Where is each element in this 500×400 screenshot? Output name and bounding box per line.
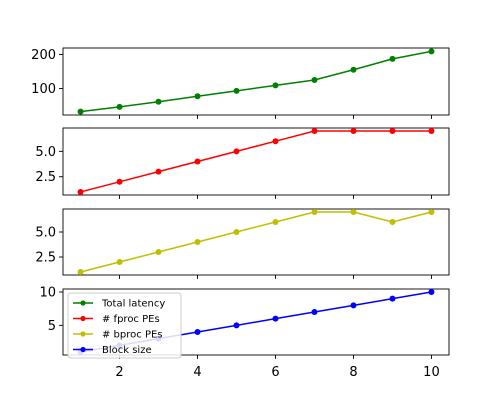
- data-point: [350, 302, 357, 309]
- y-tick-label: 100: [31, 82, 56, 97]
- data-point: [389, 55, 396, 62]
- legend-swatch-marker: [80, 331, 86, 337]
- x-tick-label: 6: [271, 365, 279, 380]
- axes-frame: [62, 127, 450, 196]
- series-line: [80, 130, 432, 193]
- series-line: [80, 211, 432, 273]
- legend-item: # fproc PEs: [73, 314, 160, 325]
- data-point: [194, 329, 201, 335]
- x-tick-label: 10: [423, 365, 440, 380]
- chart-legend: Total latency # fproc PEs # bproc PEs Block…: [67, 292, 182, 359]
- legend-swatch-marker: [80, 346, 86, 353]
- data-point: [194, 93, 201, 100]
- data-point: [311, 128, 318, 135]
- legend-label: Block size: [102, 345, 152, 356]
- legend-item: Block size: [73, 345, 152, 356]
- series-line: [80, 50, 432, 113]
- data-point: [233, 148, 240, 155]
- legend-item: Total latency: [73, 299, 165, 310]
- data-point: [350, 66, 357, 73]
- axes-frame: [62, 208, 450, 276]
- y-tick-label: 5.0: [35, 226, 56, 241]
- data-point: [233, 87, 240, 94]
- data-point: [116, 259, 123, 265]
- data-point: [272, 315, 279, 322]
- data-point: [77, 108, 84, 115]
- data-point: [428, 289, 435, 295]
- legend-label: # bproc PEs: [102, 330, 163, 341]
- data-point: [194, 239, 201, 245]
- data-point: [272, 82, 279, 89]
- axes-frame: [62, 47, 450, 116]
- data-point: [233, 229, 240, 235]
- chart-panels: 100 200 2.5 5.0 2.5 5.0 5 10 2 4 6 8 10: [31, 47, 450, 380]
- data-point: [428, 128, 435, 135]
- y-tick-label: 10: [39, 286, 56, 301]
- data-point: [428, 48, 435, 55]
- data-point: [311, 76, 318, 83]
- data-point: [350, 209, 357, 215]
- data-point: [311, 209, 318, 215]
- panel-2: 2.5 5.0: [35, 127, 450, 199]
- axes-frame: [62, 288, 450, 356]
- data-point: [77, 269, 84, 275]
- data-point: [350, 128, 357, 135]
- data-point: [233, 322, 240, 329]
- x-tick-label: 8: [349, 365, 357, 380]
- data-point: [116, 103, 123, 110]
- y-tick-label: 5: [48, 319, 56, 334]
- legend-swatch-marker: [80, 315, 86, 322]
- x-tick-label: 4: [193, 365, 201, 380]
- x-tick-label: 2: [115, 365, 123, 380]
- data-point: [116, 178, 123, 185]
- y-tick-label: 2.5: [35, 170, 56, 185]
- legend-label: Total latency: [101, 299, 165, 310]
- data-point: [272, 138, 279, 145]
- data-point: [389, 295, 396, 302]
- y-tick-label: 200: [31, 48, 56, 63]
- data-point: [428, 209, 435, 215]
- legend-label: # fproc PEs: [102, 314, 160, 325]
- data-point: [155, 98, 162, 105]
- data-point: [194, 158, 201, 165]
- data-point: [155, 168, 162, 175]
- data-point: [77, 188, 84, 195]
- panel-1: 100 200: [31, 47, 450, 119]
- legend-item: # bproc PEs: [73, 330, 163, 341]
- legend-swatch-marker: [80, 300, 86, 306]
- data-point: [311, 309, 318, 315]
- data-point: [272, 219, 279, 225]
- legend-box: [67, 292, 182, 359]
- data-point: [155, 249, 162, 255]
- data-point: [389, 219, 396, 225]
- y-tick-label: 2.5: [35, 251, 56, 266]
- y-tick-label: 5.0: [35, 145, 56, 160]
- data-point: [389, 128, 396, 135]
- panel-3: 2.5 5.0: [35, 208, 450, 279]
